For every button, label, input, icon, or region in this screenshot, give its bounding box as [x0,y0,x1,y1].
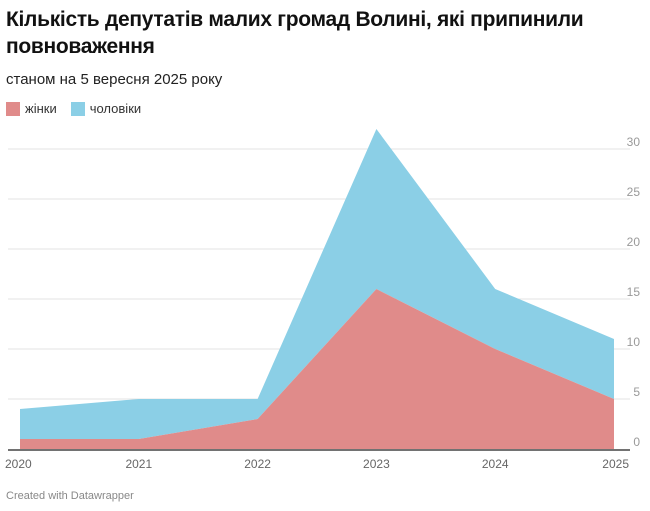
x-tick-label: 2024 [482,457,509,471]
legend: жінки чоловіки [6,101,141,116]
y-tick-label: 30 [627,135,641,149]
y-tick-label: 25 [627,185,641,199]
area-men [20,129,614,439]
footer-credit: Created with Datawrapper [6,490,134,502]
x-tick-label: 2023 [363,457,390,471]
y-tick-label: 5 [633,385,640,399]
chart-subtitle: станом на 5 вересня 2025 року [6,71,223,88]
chart-title: Кількість депутатів малих громад Волині,… [6,8,584,58]
y-tick-label: 10 [627,335,641,349]
legend-swatch-men [70,101,85,116]
y-tick-label: 0 [633,435,640,449]
legend-item-women: жінки [6,101,57,116]
x-tick-label: 2020 [5,457,32,471]
y-tick-label: 20 [627,235,641,249]
y-tick-label: 15 [627,285,641,299]
x-tick-label: 2021 [125,457,152,471]
x-tick-label: 2022 [244,457,271,471]
legend-label-women: жінки [25,101,57,116]
legend-item-men: чоловіки [70,101,142,116]
x-tick-label: 2025 [602,457,629,471]
area-women [20,289,614,449]
legend-swatch-women [6,101,20,116]
legend-label-men: чоловіки [89,101,142,116]
